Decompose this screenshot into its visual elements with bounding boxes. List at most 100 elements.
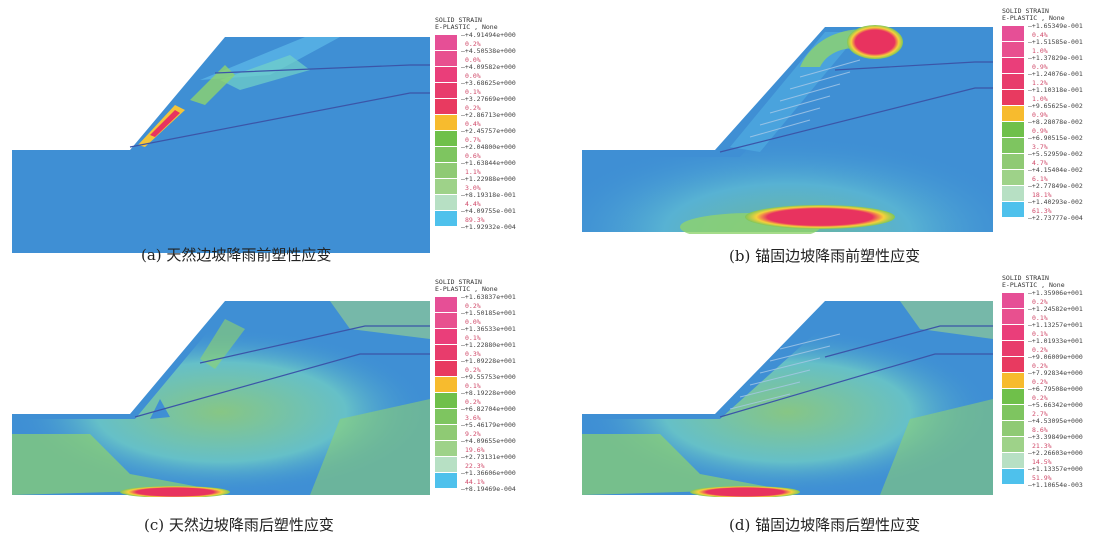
legend-swatch: [435, 179, 457, 195]
legend-swatch: [435, 211, 457, 227]
legend-swatch: [435, 425, 457, 441]
legend-percent: 0.4%: [465, 120, 481, 128]
legend-value: —+9.55753e+000: [461, 373, 516, 381]
legend-swatch: [1002, 106, 1024, 122]
panel-b: (b) 锚固边坡降雨前塑性应变 SOLID STRAIN E-PLASTIC ,…: [552, 0, 1105, 269]
panel-d: (d) 锚固边坡降雨后塑性应变 SOLID STRAIN E-PLASTIC ,…: [552, 269, 1105, 538]
caption-c: (c) 天然边坡降雨后塑性应变: [144, 516, 334, 534]
legend-scale: 0.2% 0.0% 0.0% 0.1% 0.2% 0.4% 0.7% 0.6% 1.1% 3.0%…: [435, 31, 550, 237]
legend-a: SOLID STRAIN E-PLASTIC , None 0.2% 0.0% 0.…: [435, 17, 550, 237]
legend-value: —+1.24582e+001: [1028, 305, 1083, 313]
legend-percent: 61.3%: [1032, 207, 1052, 215]
legend-percent: 8.6%: [1032, 426, 1048, 434]
legend-swatch: [435, 313, 457, 329]
legend-percent: 0.2%: [1032, 346, 1048, 354]
legend-value: —+9.65625e-002: [1028, 102, 1083, 110]
legend-swatch: [435, 473, 457, 489]
legend-swatch: [1002, 170, 1024, 186]
legend-percent: 0.9%: [1032, 63, 1048, 71]
legend-value: —+1.35906e+001: [1028, 289, 1083, 297]
legend-value: —+1.65349e-001: [1028, 22, 1083, 30]
legend-percent: 89.3%: [465, 216, 485, 224]
legend-percent: 51.9%: [1032, 474, 1052, 482]
legend-percent: 2.7%: [1032, 410, 1048, 418]
legend-title: SOLID STRAIN E-PLASTIC , None: [1002, 7, 1065, 22]
legend-c: SOLID STRAIN E-PLASTIC , None 0.2% 0.0% 0.…: [435, 279, 550, 499]
legend-value: —+8.28078e-002: [1028, 118, 1083, 126]
legend-title: SOLID STRAIN E-PLASTIC , None: [435, 16, 498, 31]
legend-percent: 0.2%: [465, 104, 481, 112]
legend-percent: 0.7%: [465, 136, 481, 144]
legend-value: —+1.01933e+001: [1028, 337, 1083, 345]
legend-swatch: [1002, 373, 1024, 389]
legend-swatch: [435, 377, 457, 393]
legend-value: —+1.36533e+001: [461, 325, 516, 333]
legend-percent: 0.1%: [465, 334, 481, 342]
legend-swatch: [435, 147, 457, 163]
legend-percent: 0.2%: [465, 398, 481, 406]
legend-percent: 0.0%: [465, 318, 481, 326]
legend-value: —+2.77849e-002: [1028, 182, 1083, 190]
legend-value: —+8.19228e+000: [461, 389, 516, 397]
legend-value: —+2.73777e-004: [1028, 214, 1083, 222]
legend-swatch: [1002, 138, 1024, 154]
legend-value: —+5.46179e+000: [461, 421, 516, 429]
legend-value: —+1.13257e+001: [1028, 321, 1083, 329]
legend-scale: 0.2% 0.0% 0.1% 0.3% 0.2% 0.1% 0.2% 3.6% 9.2% 19.6…: [435, 293, 550, 499]
legend-swatch: [435, 131, 457, 147]
legend-value: —+3.27669e+000: [461, 95, 516, 103]
legend-percent: 1.2%: [1032, 79, 1048, 87]
legend-value: —+4.09582e+000: [461, 63, 516, 71]
caption-b: (b) 锚固边坡降雨前塑性应变: [729, 247, 921, 265]
legend-percent: 4.7%: [1032, 159, 1048, 167]
legend-title: SOLID STRAIN E-PLASTIC , None: [1002, 274, 1065, 289]
legend-percent: 0.2%: [465, 40, 481, 48]
legend-value: —+1.13357e+000: [1028, 465, 1083, 473]
legend-swatch: [1002, 453, 1024, 469]
legend-value: —+4.15404e-002: [1028, 166, 1083, 174]
slope-plot-c: [12, 301, 430, 497]
legend-swatch: [435, 51, 457, 67]
legend-percent: 0.1%: [465, 382, 481, 390]
legend-swatch: [1002, 469, 1024, 485]
legend-value: —+6.79508e+000: [1028, 385, 1083, 393]
legend-value: —+2.86713e+000: [461, 111, 516, 119]
legend-percent: 1.0%: [1032, 47, 1048, 55]
legend-percent: 3.0%: [465, 184, 481, 192]
legend-percent: 0.2%: [1032, 378, 1048, 386]
legend-percent: 22.3%: [465, 462, 485, 470]
legend-percent: 0.9%: [1032, 111, 1048, 119]
legend-swatch: [435, 195, 457, 211]
legend-value: —+1.37829e-001: [1028, 54, 1083, 62]
legend-percent: 0.6%: [465, 152, 481, 160]
legend-swatch: [435, 115, 457, 131]
legend-percent: 0.1%: [465, 88, 481, 96]
legend-value: —+5.52959e-002: [1028, 150, 1083, 158]
legend-swatch: [435, 361, 457, 377]
legend-swatch: [435, 409, 457, 425]
legend-value: —+1.09228e+001: [461, 357, 516, 365]
legend-percent: 0.2%: [1032, 298, 1048, 306]
legend-value: —+1.24076e-001: [1028, 70, 1083, 78]
legend-percent: 0.1%: [1032, 330, 1048, 338]
legend-percent: 18.1%: [1032, 191, 1052, 199]
legend-percent: 1.0%: [1032, 95, 1048, 103]
legend-swatch: [1002, 325, 1024, 341]
legend-value: —+2.45757e+000: [461, 127, 516, 135]
legend-swatch: [1002, 26, 1024, 42]
legend-swatch: [435, 345, 457, 361]
legend-title: SOLID STRAIN E-PLASTIC , None: [435, 278, 498, 293]
legend-value: —+6.82704e+000: [461, 405, 516, 413]
legend-value: —+2.26603e+000: [1028, 449, 1083, 457]
legend-value: —+9.06009e+000: [1028, 353, 1083, 361]
legend-percent: 1.1%: [465, 168, 481, 176]
legend-value: —+1.10318e-001: [1028, 86, 1083, 94]
legend-percent: 3.7%: [1032, 143, 1048, 151]
legend-value: —+4.09655e+000: [461, 437, 516, 445]
legend-percent: 0.2%: [465, 302, 481, 310]
legend-value: —+3.39849e+000: [1028, 433, 1083, 441]
legend-value: —+5.66342e+000: [1028, 401, 1083, 409]
legend-swatch: [1002, 309, 1024, 325]
legend-value: —+6.90515e-002: [1028, 134, 1083, 142]
legend-value: —+7.92834e+000: [1028, 369, 1083, 377]
